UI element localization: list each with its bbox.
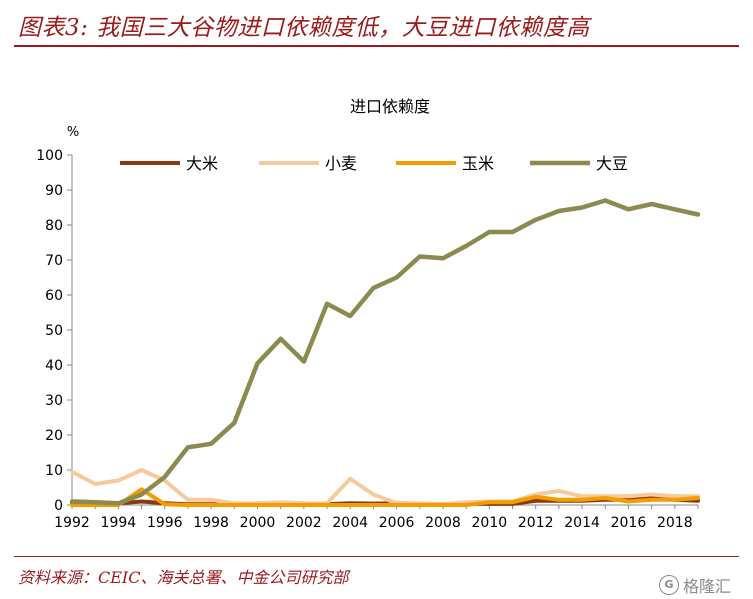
- y-tick-label: 90: [45, 183, 63, 199]
- y-tick-label: 30: [45, 393, 63, 409]
- y-tick-label: 40: [45, 358, 63, 374]
- legend: 大米 小麦 玉米 大豆: [120, 154, 628, 173]
- chart-title: 进口依赖度: [350, 97, 430, 116]
- y-tick-label: 100: [36, 148, 63, 164]
- x-tick-label: 2018: [657, 515, 693, 531]
- x-tick-label: 1996: [147, 515, 183, 531]
- footer: 资料来源：CEIC、海关总署、中金公司研究部 G 格隆汇: [0, 556, 753, 599]
- y-tick-label: 0: [54, 498, 63, 514]
- header: 图表3: 我国三大谷物进口依赖度低，大豆进口依赖度高: [0, 0, 753, 48]
- watermark: G 格隆汇: [658, 573, 731, 597]
- x-tick-label: 2000: [240, 515, 276, 531]
- legend-label: 小麦: [325, 154, 357, 173]
- x-tick-label: 1998: [193, 515, 229, 531]
- y-tick-label: 80: [45, 218, 63, 234]
- series-line: [69, 198, 701, 506]
- series-line: [70, 487, 700, 507]
- x-tick-label: 2004: [332, 515, 368, 531]
- source-note: 资料来源：CEIC、海关总署、中金公司研究部: [18, 568, 349, 587]
- watermark-text: 格隆汇: [682, 577, 731, 596]
- header-rule: [14, 45, 739, 47]
- y-axis-label: %: [67, 125, 79, 140]
- series-line: [70, 468, 700, 507]
- x-tick-label: 2012: [518, 515, 554, 531]
- axes: 0 10 20 30 40 50 60 70 80 90 100 1992 1994 1996 1998 20…: [36, 148, 699, 531]
- footer-rule: [14, 556, 739, 557]
- y-tick-label: 70: [45, 253, 63, 269]
- x-tick-label: 2002: [286, 515, 322, 531]
- x-tick-label: 2010: [472, 515, 508, 531]
- x-tick-label: 2006: [379, 515, 415, 531]
- legend-label: 大米: [186, 154, 218, 173]
- y-tick-label: 10: [45, 463, 63, 479]
- legend-label: 大豆: [596, 154, 628, 173]
- x-tick-label: 1992: [54, 515, 90, 531]
- y-tick-label: 60: [45, 288, 63, 304]
- y-tick-label: 50: [45, 323, 63, 339]
- figure-title: 图表3: 我国三大谷物进口依赖度低，大豆进口依赖度高: [18, 15, 590, 41]
- gelonghui-logo-icon: G: [658, 575, 679, 595]
- legend-label: 玉米: [462, 154, 494, 173]
- line-chart: 进口依赖度 % 0 10 20 30 40 50 60 70 80 90 100 1992 1994 19…: [36, 97, 701, 531]
- series-lines: [69, 198, 701, 507]
- x-tick-label: 1994: [101, 515, 137, 531]
- y-tick-label: 20: [45, 428, 63, 444]
- x-tick-label: 2008: [425, 515, 461, 531]
- x-tick-label: 2014: [564, 515, 600, 531]
- x-tick-label: 2016: [611, 515, 647, 531]
